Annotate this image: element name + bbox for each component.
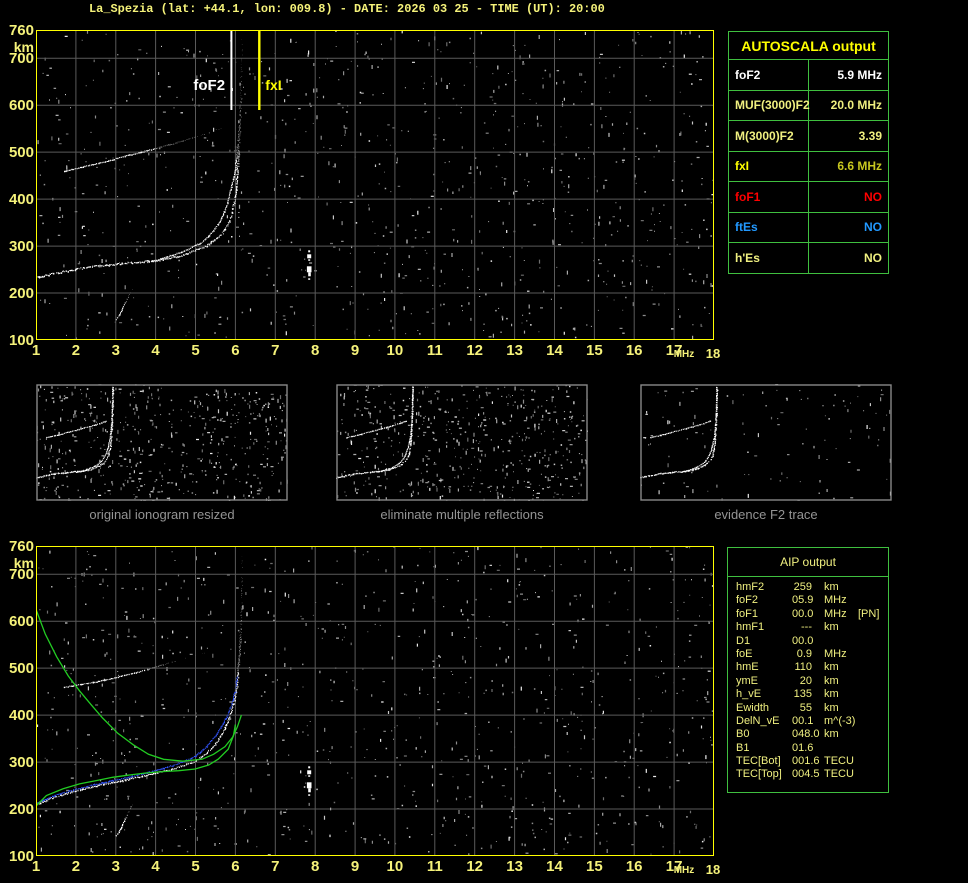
svg-text:foF2: foF2 (193, 77, 225, 94)
svg-text:fxI: fxI (265, 77, 281, 93)
